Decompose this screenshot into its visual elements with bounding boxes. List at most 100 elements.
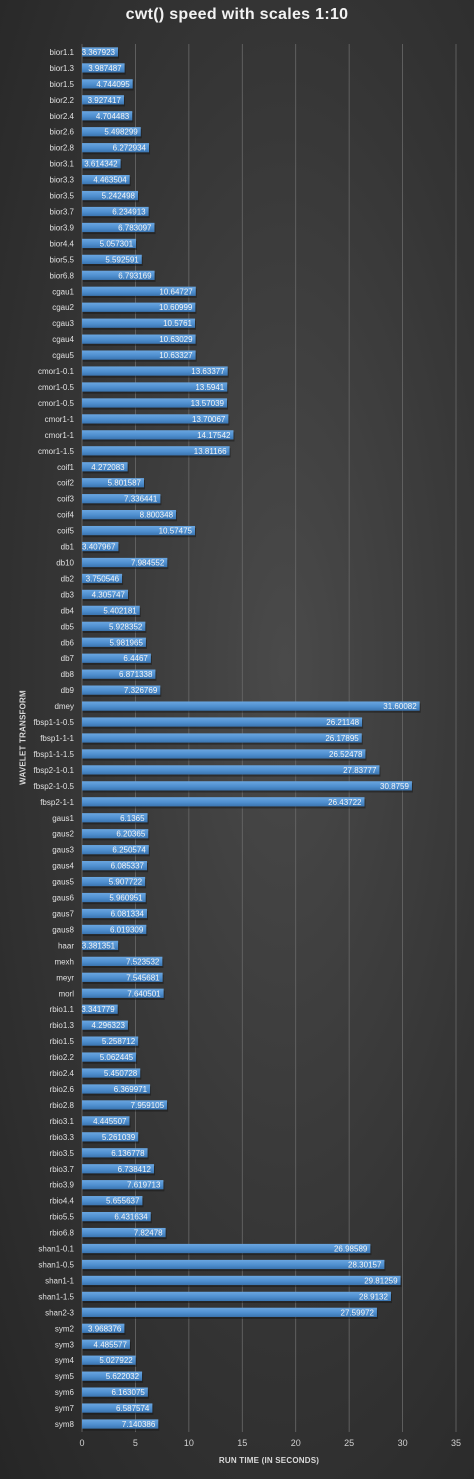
data-label: 5.450728 xyxy=(104,1069,138,1078)
category-label: rbio1.3 xyxy=(50,1021,75,1030)
category-label: gaus2 xyxy=(52,830,74,839)
data-label: 6.738412 xyxy=(118,1165,152,1174)
data-label: 5.027922 xyxy=(99,1356,133,1365)
data-label: 5.062445 xyxy=(100,1053,134,1062)
category-label: rbio3.5 xyxy=(50,1149,75,1158)
bar xyxy=(82,1004,118,1014)
category-label: db4 xyxy=(61,606,75,615)
category-label: bior3.3 xyxy=(50,176,75,185)
bar xyxy=(82,206,149,217)
data-label: 5.960951 xyxy=(109,894,143,903)
category-label: shan1-1.5 xyxy=(38,1292,74,1301)
category-label: db9 xyxy=(61,686,75,695)
category-label: cmor1-1 xyxy=(45,431,75,440)
category-label: rbio2.6 xyxy=(50,1085,75,1094)
bar xyxy=(82,302,196,312)
category-label: cmor1-1 xyxy=(45,415,75,424)
data-label: 26.98589 xyxy=(334,1245,368,1254)
bar xyxy=(82,1211,151,1222)
category-label: cgau2 xyxy=(52,303,74,312)
category-label: db10 xyxy=(56,559,74,568)
data-label: 6.587574 xyxy=(116,1404,150,1413)
category-label: bior1.5 xyxy=(50,80,75,89)
bar xyxy=(82,111,133,121)
category-label: sym7 xyxy=(55,1404,75,1413)
category-label: cmor1-0.5 xyxy=(38,399,75,408)
category-label: gaus3 xyxy=(52,846,74,855)
bar xyxy=(82,733,362,743)
category-label: db6 xyxy=(61,638,75,647)
data-label: 6.4467 xyxy=(123,654,148,663)
data-label: 10.63327 xyxy=(159,351,193,360)
bar xyxy=(82,845,149,855)
category-label: fbsp2-1-1 xyxy=(40,798,74,807)
category-label: gaus6 xyxy=(52,894,74,903)
bar xyxy=(82,1084,151,1094)
category-label: sym6 xyxy=(55,1388,75,1397)
bar xyxy=(82,797,365,807)
bar xyxy=(82,892,146,903)
bar xyxy=(82,238,137,249)
data-label: 13.63377 xyxy=(191,367,225,376)
data-label: 5.592591 xyxy=(105,255,139,264)
category-label: rbio1.1 xyxy=(50,1005,75,1014)
bar xyxy=(82,1291,391,1302)
data-label: 3.987487 xyxy=(88,64,122,73)
data-label: 5.242498 xyxy=(102,192,136,201)
data-label: 6.272934 xyxy=(113,144,147,153)
bar xyxy=(82,350,196,360)
data-label: 6.136778 xyxy=(111,1149,145,1158)
data-label: 5.261039 xyxy=(102,1133,136,1142)
bar xyxy=(82,908,147,919)
data-label: 6.871338 xyxy=(119,670,153,679)
category-label: dmey xyxy=(54,702,74,711)
category-label: db5 xyxy=(61,622,75,631)
data-label: 3.407967 xyxy=(82,543,116,552)
category-label: bior3.7 xyxy=(50,208,75,217)
category-label: bior3.9 xyxy=(50,223,75,232)
category-label: bior2.8 xyxy=(50,144,75,153)
bar xyxy=(82,717,363,727)
bar xyxy=(82,1307,377,1317)
data-label: 7.545681 xyxy=(126,973,160,982)
data-label: 7.984552 xyxy=(131,559,165,568)
x-tick-label: 5 xyxy=(133,1438,138,1448)
category-label: bior1.3 xyxy=(50,64,75,73)
data-label: 30.8759 xyxy=(380,782,409,791)
data-label: 4.463504 xyxy=(93,176,127,185)
data-label: 13.57039 xyxy=(191,399,225,408)
category-label: meyr xyxy=(56,973,74,982)
data-label: 6.431634 xyxy=(114,1213,148,1222)
bar xyxy=(82,1387,148,1397)
category-label: bior3.5 xyxy=(50,192,75,201)
data-label: 13.81166 xyxy=(194,447,227,456)
category-label: rbio3.3 xyxy=(50,1133,75,1142)
data-label: 7.140386 xyxy=(122,1420,156,1429)
category-label: shan1-1 xyxy=(45,1276,74,1285)
category-label: fbsp1-1-1 xyxy=(40,734,74,743)
category-label: coif1 xyxy=(57,463,74,472)
bar xyxy=(82,525,195,536)
data-label: 26.43722 xyxy=(328,798,362,807)
data-label: 3.927417 xyxy=(88,96,122,105)
bar xyxy=(82,1403,153,1413)
category-label: bior2.6 xyxy=(50,128,75,137)
bar xyxy=(82,366,228,376)
category-label: morl xyxy=(58,989,74,998)
bar xyxy=(82,605,140,615)
bar xyxy=(82,589,129,600)
data-label: 6.1365 xyxy=(120,814,145,823)
data-label: 4.485577 xyxy=(94,1340,128,1349)
bar xyxy=(82,541,119,552)
category-label: cgau3 xyxy=(52,319,74,328)
bar xyxy=(82,637,146,647)
bar xyxy=(82,813,148,823)
bar xyxy=(82,1036,139,1046)
bar xyxy=(82,174,130,185)
bar xyxy=(82,127,141,137)
data-label: 28.9132 xyxy=(359,1292,388,1301)
bar xyxy=(82,1419,159,1429)
bar xyxy=(82,63,125,73)
